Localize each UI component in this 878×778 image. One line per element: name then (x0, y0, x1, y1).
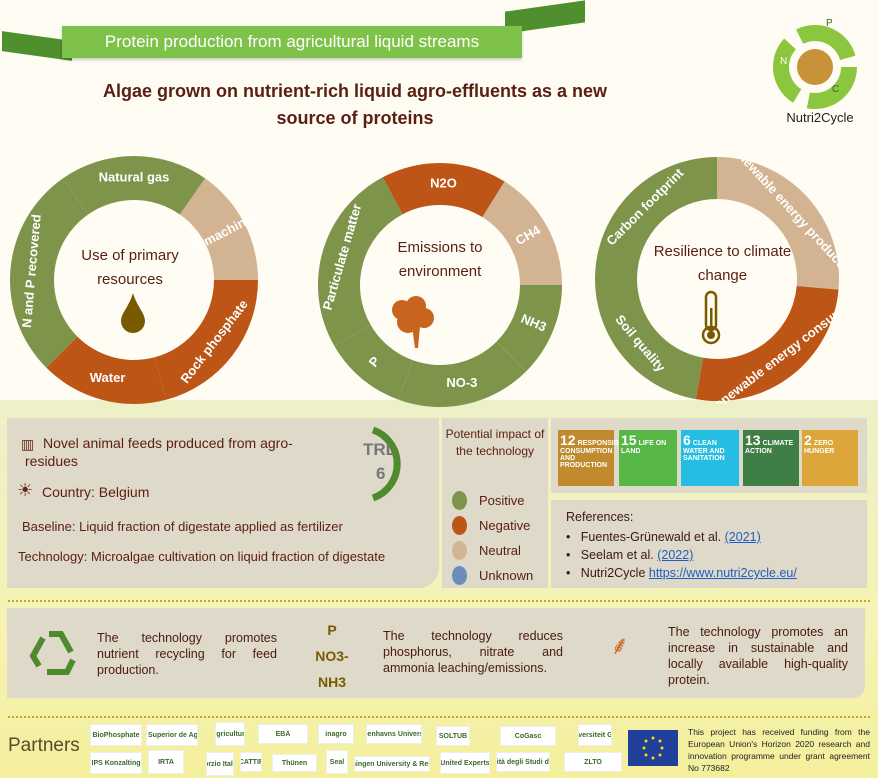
references-title: References: (566, 510, 634, 524)
partner-logo: Københavns Universitet (366, 724, 422, 744)
product-text: Novel animal feeds produced from agro- (43, 435, 293, 451)
benefit-recycling: The technology promotes nutrient recycli… (97, 631, 277, 677)
partner-logo: EBA (258, 724, 308, 744)
benefit-emissions: The technology reduces phosphorus, nitra… (383, 629, 563, 675)
reference-item: • Fuentes-Grünewald et al. (2021) (566, 530, 761, 544)
feed-icon: ▥ (21, 436, 35, 452)
page-subtitle: Algae grown on nutrient-rich liquid agro… (102, 81, 608, 128)
chem-p: P (327, 622, 337, 638)
sdg-panel: 12 RESPONSIBLE CONSUMPTION AND PRODUCTION… (551, 418, 867, 493)
donut-segment-positive (595, 157, 717, 279)
sdg-15-icon: 15 LIFE ON LAND (619, 430, 677, 486)
banner-title: Protein production from agricultural liq… (62, 26, 522, 58)
sdg-6-icon: 6 CLEAN WATER AND SANITATION (681, 430, 739, 486)
reference-link[interactable]: (2022) (657, 548, 694, 562)
donut-segment-positive (496, 285, 562, 372)
donut-segment-label: N2O (430, 175, 457, 190)
sdg-13-icon: 13 CLIMATE ACTION (743, 430, 799, 486)
partner-logo: SOLTUB (436, 726, 470, 746)
oil-drop-icon (121, 293, 145, 333)
benefit-protein: The technology promotes an increase in s… (668, 625, 848, 687)
partner-logo: Instituto Superior de Agronomia (146, 724, 198, 746)
logo-letter-c: C (832, 84, 839, 95)
website-link[interactable]: https://www.nutri2cycle.eu/ (648, 566, 797, 580)
donut-center-label: Emissions to environment (397, 239, 483, 280)
sdg-2-icon: 2 ZERO HUNGER (802, 430, 858, 486)
recycle-icon (29, 631, 76, 675)
technology-text: Technology: Microalgae cultivation on li… (18, 549, 386, 564)
trl-gauge (371, 426, 401, 502)
donut-segment-negative (382, 163, 505, 218)
donut-segment-positive (62, 156, 206, 215)
logo-text: Nutri2Cycle (786, 110, 854, 125)
partner-logo: Seal (326, 750, 348, 774)
smoke-cloud-icon (392, 296, 434, 348)
wheat-icon: ⸙ (610, 630, 630, 660)
donut-segment-positive (595, 279, 704, 400)
trl-label: TRL (363, 440, 397, 459)
partner-logo: CoGasc (500, 726, 556, 746)
legend-unknown: Unknown (452, 566, 533, 585)
partner-logo: Agricultura (215, 722, 245, 746)
legend-neutral: Neutral (452, 541, 521, 560)
legend-positive: Positive (452, 491, 525, 510)
funding-statement: This project has received funding from t… (688, 727, 870, 773)
donut-segment-positive (334, 325, 413, 400)
legend-negative: Negative (452, 516, 530, 535)
divider (8, 600, 870, 602)
donut-segment-negative (46, 336, 167, 404)
donut-segment-label: Water (90, 370, 126, 385)
partner-logo: United Experts (440, 752, 490, 774)
reference-link[interactable]: (2021) (724, 530, 761, 544)
donut-segment-neutral (717, 157, 839, 290)
donut-segment-positive (318, 177, 403, 346)
partner-logo: Wageningen University & Research (354, 756, 430, 772)
donut-segment-negative (695, 285, 839, 401)
country-text: Country: Belgium (42, 484, 150, 500)
partner-logo: CATTIF (240, 752, 262, 772)
partner-logo: Università degli Studi di Milano (496, 752, 550, 772)
sun-icon: ☀ (17, 480, 34, 500)
donut-center-label: Use of primary resources (81, 247, 179, 288)
donut-segment-label: NO-3 (446, 375, 477, 390)
donut-segment-label: Natural gas (99, 169, 170, 184)
donut-segment-negative (154, 280, 258, 400)
donut-segment-neutral (179, 178, 258, 280)
chem-no3: NO3- (315, 648, 349, 664)
partner-logo: Consorzio Italbiotec (206, 752, 234, 776)
partners-label: Partners (8, 735, 80, 756)
partner-logo: IRTA (148, 750, 184, 774)
donut-resilience: Renewable energy productionNon-renewable… (595, 154, 842, 404)
partner-logo: BioPhosphate (90, 724, 142, 746)
product-text-cont: residues (25, 453, 78, 469)
logo-letter-p: P (826, 18, 833, 29)
references-panel: References: • Fuentes-Grünewald et al. (… (551, 500, 867, 588)
reference-item: • Nutri2Cycle https://www.nutri2cycle.eu… (566, 566, 797, 580)
reference-item: • Seelam et al. (2022) (566, 548, 694, 562)
partner-logo: Thünen (272, 754, 317, 772)
donut-segment-positive (9, 178, 89, 368)
donut-segment-neutral (482, 181, 562, 285)
logo-letter-n: N (780, 56, 787, 67)
donut-segment-positive (398, 341, 527, 407)
partner-logo: ZLTO (564, 752, 622, 772)
sdg-12-icon: 12 RESPONSIBLE CONSUMPTION AND PRODUCTION (558, 430, 628, 486)
thermometer-icon (701, 290, 721, 345)
technology-info-panel: ▥ Novel animal feeds produced from agro-… (7, 418, 439, 588)
partner-logo: IPS Konzalting (90, 752, 142, 774)
donut-center-label: Resilience to climate change (653, 243, 792, 284)
benefits-panel: The technology promotes nutrient recycli… (7, 608, 865, 698)
nutri2cycle-logo: P N C (773, 18, 857, 109)
divider (8, 716, 870, 718)
impact-legend: Potential impact of the technology Posit… (442, 418, 548, 588)
legend-title: Potential impact of the technology (445, 427, 545, 458)
trl-value: 6 (376, 464, 386, 483)
partner-logo: Universiteit Gent (578, 724, 612, 746)
partner-logo: inagro (318, 724, 354, 744)
baseline-text: Baseline: Liquid fraction of digestate a… (22, 519, 343, 534)
eu-flag-icon (628, 730, 678, 766)
chem-nh3: NH3 (317, 674, 346, 690)
